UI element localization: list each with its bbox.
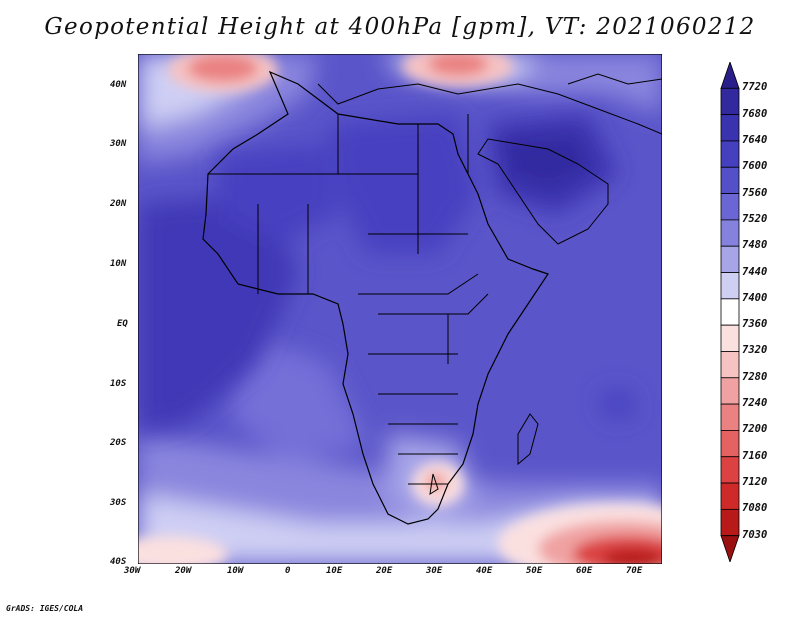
lat-tick-30n: 30N (110, 139, 127, 149)
colorbar-level-label: 7440 (742, 265, 768, 278)
colorbar-level-label: 7520 (742, 212, 768, 225)
colorbar-segment (720, 193, 740, 221)
colorbar-level-label: 7080 (742, 502, 768, 515)
colorbar-level-label: 7280 (742, 370, 768, 383)
colorbar-segment (720, 272, 740, 300)
colorbar-level-label: 7640 (742, 133, 768, 146)
colorbar-segment (720, 245, 740, 273)
colorbar-level-label: 7720 (742, 81, 768, 94)
colorbar-level-label: 7600 (742, 160, 768, 173)
colorbar-segment (720, 166, 740, 194)
colorbar-level-label: 7680 (742, 107, 768, 120)
colorbar-segment (720, 114, 740, 142)
map-svg (138, 54, 662, 564)
colorbar-level-label: 7240 (742, 397, 768, 410)
lon-tick-70e: 70E (626, 566, 643, 576)
colorbar-level-label: 7400 (742, 291, 768, 304)
lat-tick-eq: EQ (117, 319, 128, 329)
lat-tick-20s: 20S (110, 438, 127, 448)
colorbar-level-label: 7320 (742, 344, 768, 357)
colorbar-segment (720, 351, 740, 379)
lon-tick-20w: 20W (175, 566, 192, 576)
colorbar-level-label: 7480 (742, 239, 768, 252)
colorbar-segment (720, 508, 740, 537)
lon-tick-30w: 30W (124, 566, 141, 576)
lon-tick-40e: 40E (476, 566, 493, 576)
colorbar-segment (720, 430, 740, 458)
lon-tick-20e: 20E (376, 566, 393, 576)
colorbar (720, 62, 740, 562)
lon-tick-60e: 60E (576, 566, 593, 576)
colorbar-segment (720, 219, 740, 247)
colorbar-segment (720, 482, 740, 510)
lat-tick-10n: 10N (110, 259, 127, 269)
colorbar-level-label: 7120 (742, 476, 768, 489)
lat-tick-40s: 40S (110, 557, 127, 567)
colorbar-level-label: 7560 (742, 186, 768, 199)
colorbar-segment (720, 456, 740, 484)
lon-tick-50e: 50E (526, 566, 543, 576)
lon-tick-10w: 10W (227, 566, 244, 576)
lon-tick-10e: 10E (326, 566, 343, 576)
lat-tick-20n: 20N (110, 199, 127, 209)
colorbar-segment (720, 62, 740, 89)
geopotential-map (138, 54, 662, 564)
map-title: Geopotential Height at 400hPa [gpm], VT:… (44, 14, 756, 40)
colorbar-segment (720, 535, 740, 562)
lon-tick-30e: 30E (426, 566, 443, 576)
colorbar-segment (720, 298, 740, 326)
lat-tick-30s: 30S (110, 498, 127, 508)
colorbar-segment (720, 324, 740, 352)
lat-tick-10s: 10S (110, 379, 127, 389)
colorbar-segment (720, 87, 740, 116)
colorbar-level-label: 7030 (742, 528, 768, 541)
colorbar-level-label: 7160 (742, 449, 768, 462)
colorbar-segment (720, 140, 740, 168)
colorbar-segment (720, 377, 740, 405)
lon-tick-0: 0 (285, 566, 291, 576)
colorbar-level-label: 7360 (742, 318, 768, 331)
colorbar-segment (720, 403, 740, 431)
grads-credit: GrADS: IGES/COLA (6, 604, 84, 613)
colorbar-level-label: 7200 (742, 423, 768, 436)
lat-tick-40n: 40N (110, 80, 127, 90)
